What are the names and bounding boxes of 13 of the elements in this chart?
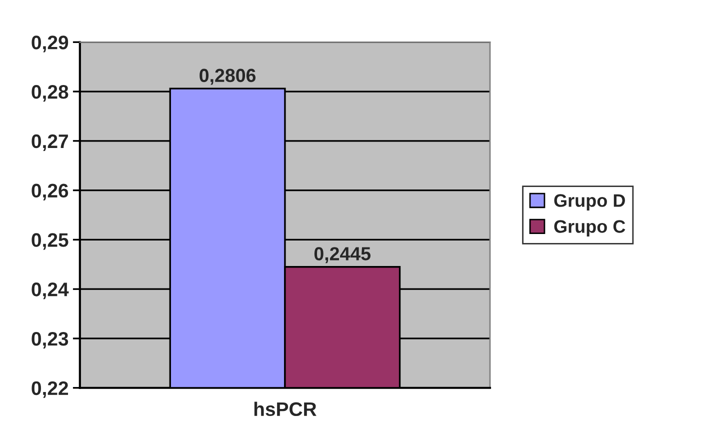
y-tick-label: 0,25 [32, 233, 68, 250]
x-tick-label: hsPCR [254, 402, 316, 416]
data-label: 0,2445 [314, 247, 371, 264]
data-label: 0,2806 [200, 68, 256, 85]
legend-label: Grupo D [554, 194, 625, 210]
y-tick-label: 0,24 [32, 282, 69, 300]
y-tick-label: 0,23 [32, 332, 68, 349]
y-tick-label: 0,28 [32, 84, 68, 102]
y-tick-label: 0,27 [32, 134, 68, 151]
legend-label: Grupo C [554, 220, 626, 236]
y-tick-label: 0,29 [32, 36, 68, 52]
y-tick-label: 0,26 [32, 184, 68, 200]
y-tick-label: 0,22 [32, 381, 68, 398]
